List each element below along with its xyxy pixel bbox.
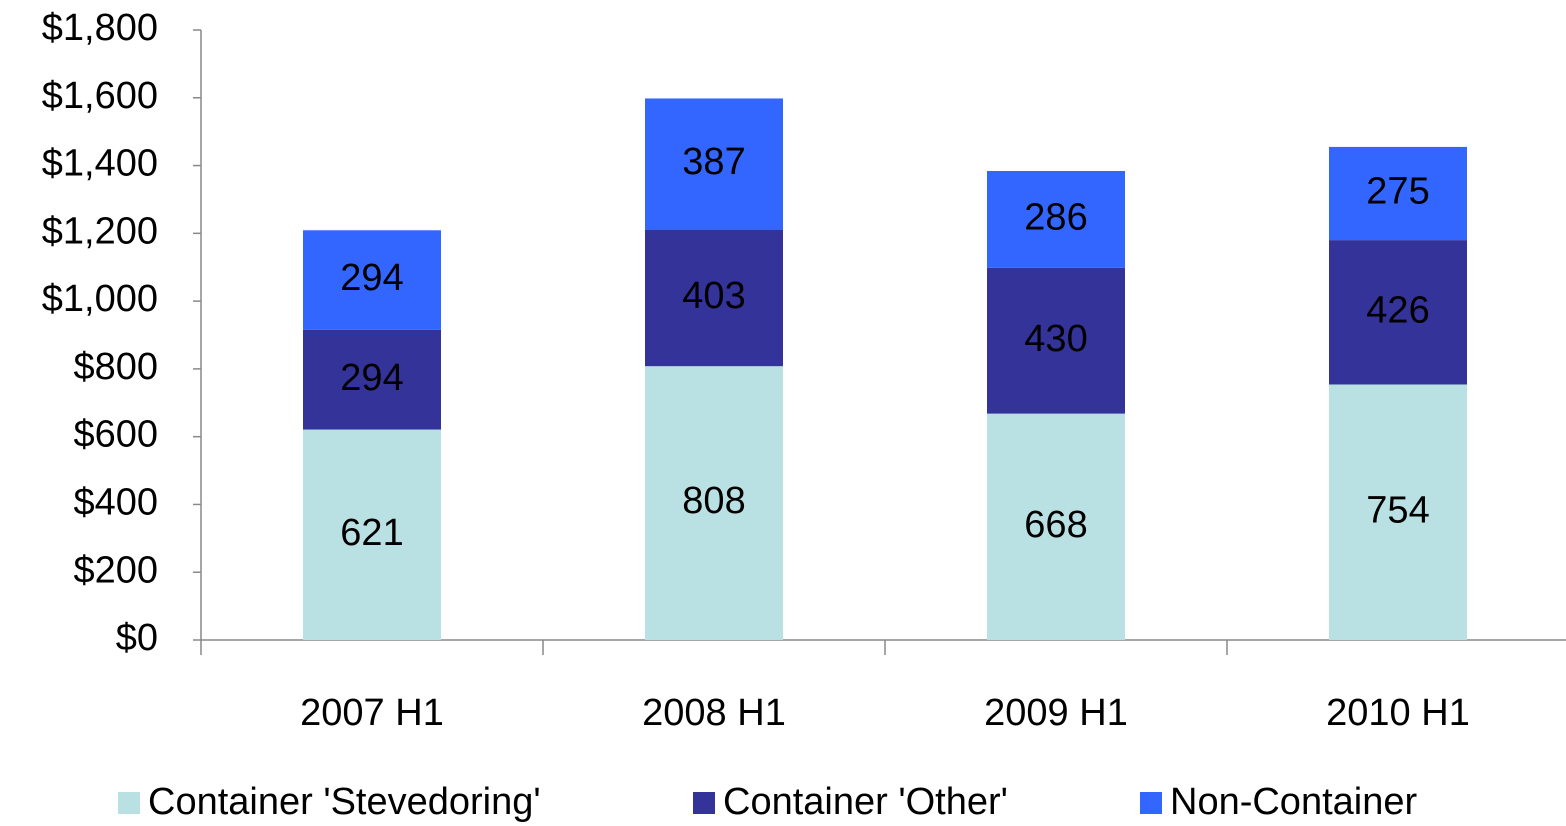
data-label: 403 [682,275,745,317]
bar-segment [1329,146,1467,241]
data-label: 754 [1366,489,1429,531]
y-tick-label: $0 [116,617,158,659]
bar-segment [987,413,1125,640]
x-tick-label: 2009 H1 [984,692,1128,734]
data-label: 275 [1366,171,1429,213]
legend-label: Container 'Other' [723,781,1008,823]
data-label: 808 [682,480,745,522]
bar-segment [303,429,441,640]
x-tick-label: 2010 H1 [1326,692,1470,734]
bar-segment [1329,240,1467,385]
bar-segment [987,170,1125,268]
y-tick-label: $1,400 [42,143,158,185]
bar-segment [645,229,783,367]
legend-label: Non-Container [1170,781,1417,823]
y-tick-label: $1,800 [42,7,158,49]
bar-segment [645,98,783,230]
x-tick-label: 2008 H1 [642,692,786,734]
legend-swatch [118,792,140,814]
bar-segment [303,230,441,330]
y-tick-label: $1,000 [42,278,158,320]
x-tick-label: 2007 H1 [300,692,444,734]
data-label: 426 [1366,289,1429,331]
y-tick-label: $1,600 [42,75,158,117]
data-label: 286 [1024,196,1087,238]
bar-segment [645,366,783,640]
legend-swatch [693,792,715,814]
y-tick-label: $400 [73,481,158,523]
data-label: 387 [682,141,745,183]
y-tick-label: $800 [73,346,158,388]
bar-segment [303,329,441,430]
data-label: 294 [340,257,403,299]
data-label: 430 [1024,318,1087,360]
legend-swatch [1140,792,1162,814]
y-tick-label: $1,200 [42,210,158,252]
y-tick-label: $600 [73,414,158,456]
y-tick-label: $200 [73,549,158,591]
legend-label: Container 'Stevedoring' [148,781,541,823]
data-label: 621 [340,512,403,554]
bar-segment [1329,384,1467,640]
data-label: 668 [1024,504,1087,546]
data-label: 294 [340,357,403,399]
bar-segment [987,267,1125,414]
